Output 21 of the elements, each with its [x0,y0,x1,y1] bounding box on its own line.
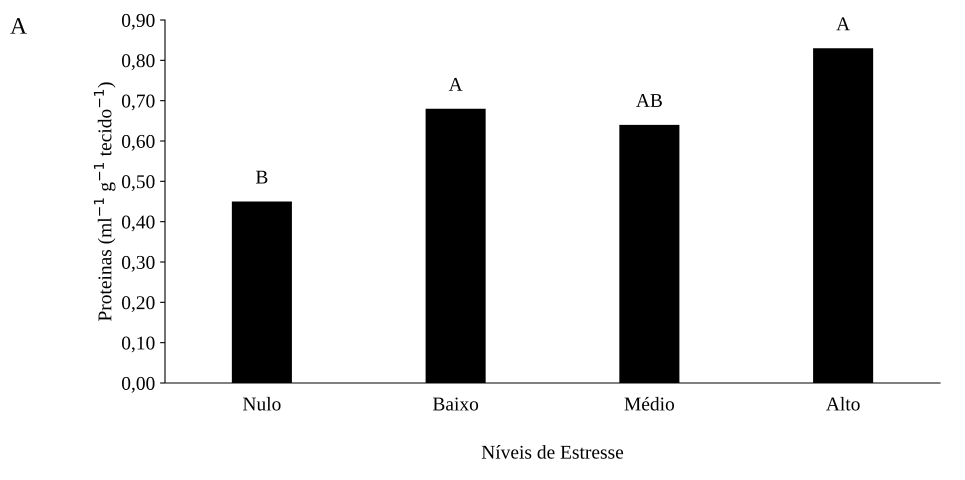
text: A [10,18,27,34]
annotation: B [256,170,268,184]
y-tick-label: 0,10 [122,336,155,352]
y-tick-label: 0,30 [122,256,155,272]
x-axis-title: Níveis de Estresse [482,445,624,459]
annotation: AB [636,94,662,107]
y-tick-label: 0,80 [122,54,155,70]
y-axis-title: Proteinas (ml$^{−1}$ g$^{−1}$ tecido$^{−1}$) [94,82,116,322]
x-tick-label: Baixo [432,398,478,411]
y-tick-label: 0,00 [122,376,155,393]
y-tick-label: 0,60 [122,134,155,151]
y-tick-label: 0,50 [122,175,155,192]
x-tick-label: Alto [826,396,860,411]
y-tick-label: 0,40 [122,215,155,232]
y-tick-label: 0,20 [122,296,155,312]
x-tick-label: Médio [624,396,674,411]
y-tick-label: 0,70 [122,94,155,110]
y-tick-label: 0,90 [122,14,155,30]
annotation: A [836,17,850,30]
x-tick-label: Nulo [242,396,281,411]
annotation: A [448,78,463,91]
